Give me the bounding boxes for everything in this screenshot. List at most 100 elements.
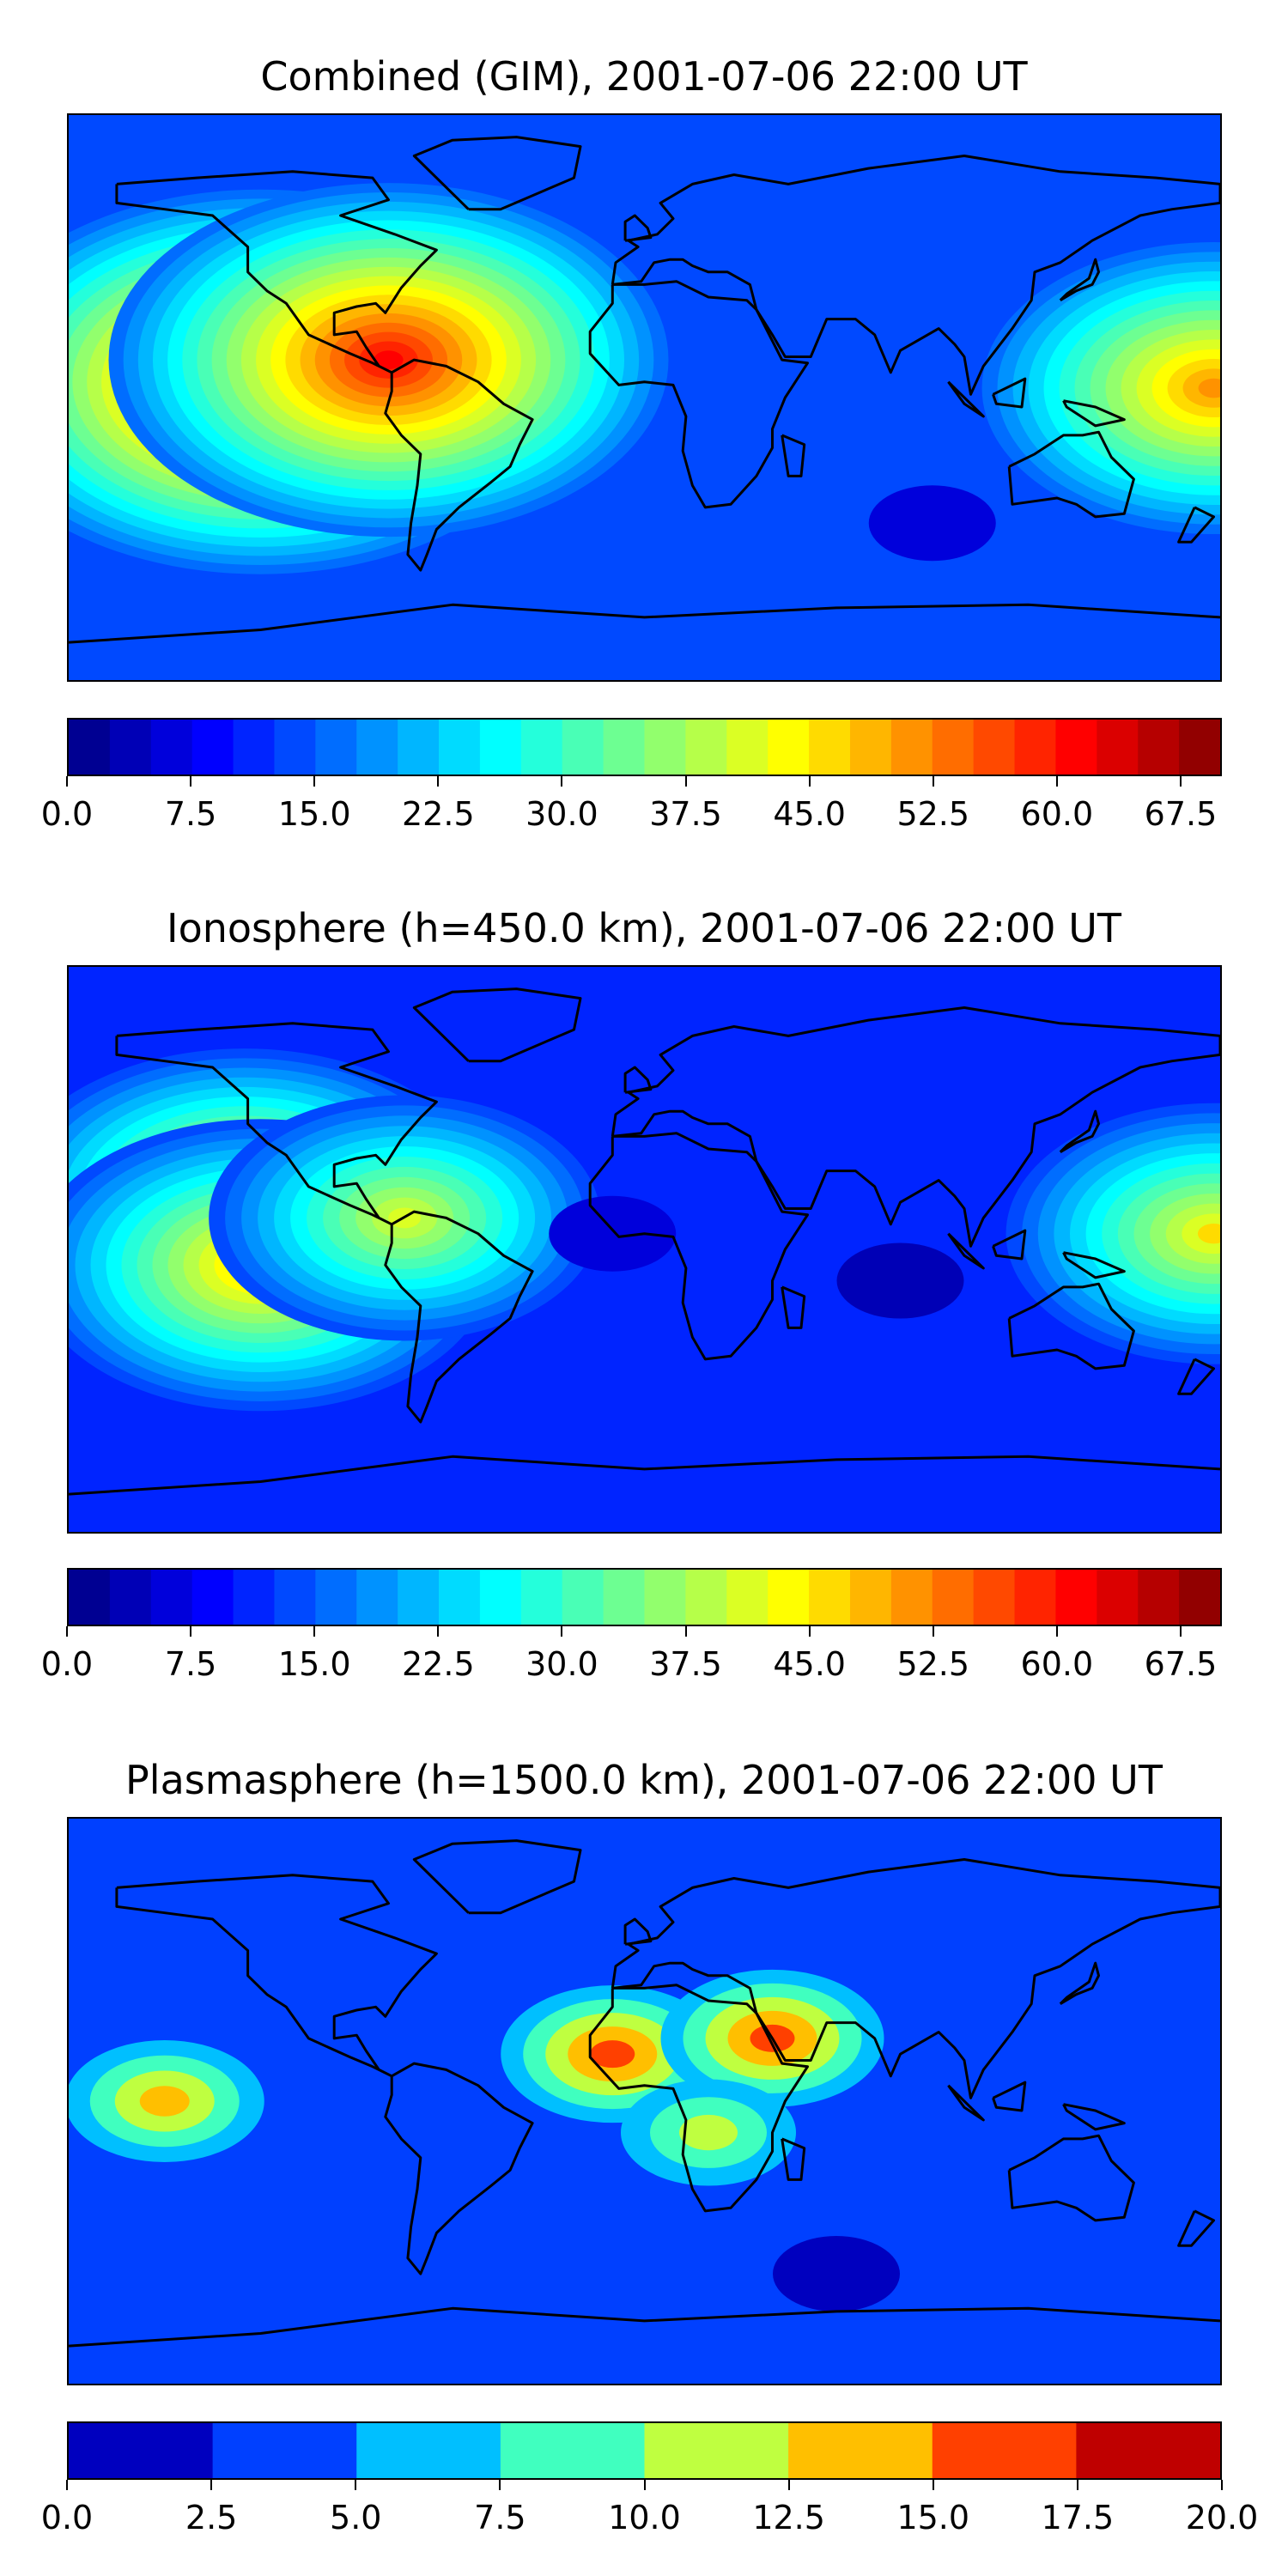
colorbar	[67, 718, 1222, 776]
colorbar-tick-label: 45.0	[773, 795, 846, 833]
colorbar-segment	[809, 720, 851, 775]
colorbar-tick	[355, 2480, 357, 2490]
tec-feature	[69, 2040, 264, 2162]
colorbar-tick-label: 30.0	[526, 1645, 598, 1683]
map-canvas	[69, 1819, 1220, 2384]
colorbar-tick	[66, 2480, 68, 2490]
coastline	[1177, 1358, 1215, 1395]
colorbar-segment	[768, 1570, 810, 1625]
colorbar-tick	[808, 776, 811, 787]
colorbar-segment	[768, 720, 810, 775]
contour-level	[836, 1242, 964, 1319]
colorbar-segment	[1014, 720, 1057, 775]
colorbar-tick-label: 22.5	[402, 795, 475, 833]
colorbar-tick-label: 7.5	[164, 795, 217, 833]
colorbar-segment	[973, 720, 1016, 775]
colorbar-tick-label: 7.5	[474, 2499, 526, 2537]
colorbar-tick-label: 0.0	[40, 2499, 94, 2537]
colorbar-tick	[1055, 776, 1058, 787]
colorbar-segment	[1076, 2423, 1220, 2478]
colorbar-tick-label: 10.0	[608, 2499, 681, 2537]
colorbar-tick-label: 2.5	[185, 2499, 238, 2537]
coastline	[588, 1132, 809, 1361]
tec-feature	[1005, 1103, 1220, 1364]
coastline	[115, 1874, 438, 2078]
colorbar-segment	[890, 1570, 933, 1625]
colorbar-tick	[437, 1626, 440, 1637]
tec-feature	[981, 242, 1220, 534]
panel-title: Combined (GIM), 2001-07-06 22:00 UT	[260, 53, 1028, 100]
colorbar-segment	[932, 1570, 975, 1625]
tec-feature	[836, 1242, 964, 1319]
colorbar-segment	[849, 720, 892, 775]
colorbar	[67, 2421, 1222, 2480]
tec-map	[67, 965, 1222, 1534]
colorbar-tick	[1179, 1626, 1182, 1637]
coastline	[384, 358, 534, 572]
colorbar-segment	[439, 1570, 481, 1625]
colorbar-segment	[69, 1570, 111, 1625]
colorbar-tick	[932, 2480, 934, 2490]
contour-level	[139, 2086, 190, 2117]
colorbar-segment	[1097, 720, 1139, 775]
colorbar-tick-label: 0.0	[40, 795, 94, 833]
coastline	[611, 1858, 1220, 2099]
colorbar-tick	[437, 776, 440, 787]
coastline	[1007, 1282, 1135, 1370]
colorbar-segment	[788, 2423, 933, 2478]
colorbar-segment	[479, 1570, 522, 1625]
colorbar-tick	[1179, 776, 1182, 787]
coastline	[412, 136, 582, 211]
colorbar-segment	[520, 720, 563, 775]
colorbar-segment	[315, 1570, 358, 1625]
colorbar-tick-label: 22.5	[402, 1645, 475, 1683]
colorbar-tick	[1055, 1626, 1058, 1637]
colorbar-tick	[313, 776, 316, 787]
colorbar-tick-label: 5.0	[330, 2499, 382, 2537]
colorbar-segment	[233, 720, 276, 775]
colorbar-segment	[644, 1570, 687, 1625]
coastline	[384, 2062, 534, 2275]
colorbar-tick-label: 15.0	[277, 1645, 351, 1683]
tec-feature	[868, 485, 996, 562]
colorbar-segment	[726, 720, 769, 775]
coastline	[69, 1455, 1220, 1496]
tec-feature	[108, 183, 669, 538]
colorbar-segment	[849, 1570, 892, 1625]
colorbar-tick-label: 52.5	[896, 1645, 970, 1683]
coastline	[588, 280, 809, 509]
coastline	[947, 2084, 985, 2122]
colorbar-segment	[69, 2423, 214, 2478]
colorbar-segment	[520, 1570, 563, 1625]
tec-map	[67, 113, 1222, 682]
colorbar-tick-label: 37.5	[649, 1645, 722, 1683]
colorbar-ticks: 0.0 2.5 5.0 7.5 10.0 12.5 15.0 17.5 20.0	[41, 2480, 1258, 2537]
colorbar-tick	[932, 1626, 934, 1637]
colorbar-tick	[66, 776, 68, 787]
coastline	[1062, 399, 1126, 428]
colorbar-segment	[603, 720, 646, 775]
colorbar-segment	[809, 1570, 851, 1625]
colorbar-segment	[500, 2423, 646, 2478]
colorbar-tick-label: 17.5	[1041, 2499, 1115, 2537]
colorbar-segment	[562, 720, 605, 775]
colorbar-segment	[603, 1570, 646, 1625]
colorbar-tick	[66, 1626, 68, 1637]
colorbar-tick-label: 12.5	[752, 2499, 825, 2537]
colorbar-segment	[973, 1570, 1016, 1625]
colorbar-segment	[191, 720, 234, 775]
colorbar-tick-label: 52.5	[896, 795, 970, 833]
colorbar-tick-label: 60.0	[1020, 795, 1094, 833]
tec-map	[67, 1817, 1222, 2385]
coastlines	[69, 1839, 1220, 2348]
colorbar-tick-label: 15.0	[896, 2499, 970, 2537]
colorbar-tick-label: 7.5	[164, 1645, 217, 1683]
coastline	[1059, 258, 1100, 301]
colorbar-tick	[787, 2480, 790, 2490]
colorbar-segment	[69, 720, 111, 775]
coastline	[1177, 2209, 1215, 2247]
colorbar-segment	[356, 2423, 501, 2478]
contour-level	[679, 2114, 738, 2151]
coastline	[384, 1210, 534, 1424]
contour-level	[374, 350, 404, 369]
